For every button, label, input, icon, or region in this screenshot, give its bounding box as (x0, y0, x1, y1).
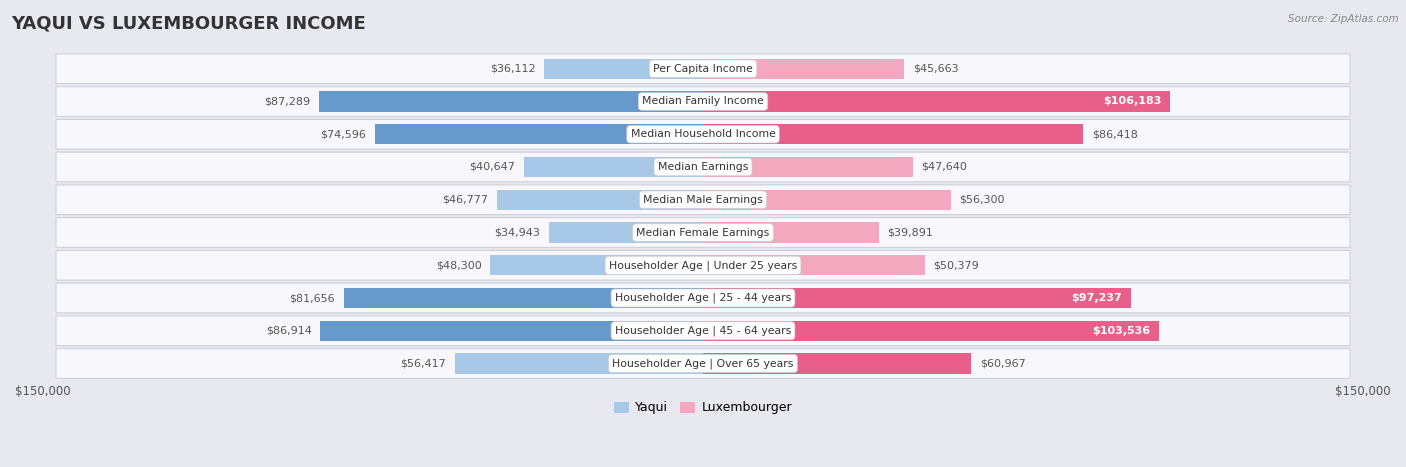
Text: $45,663: $45,663 (912, 64, 959, 74)
Bar (703, 222, 879, 243)
Text: Householder Age | Under 25 years: Householder Age | Under 25 years (609, 260, 797, 270)
Text: $97,237: $97,237 (1071, 293, 1122, 303)
Text: Householder Age | 45 - 64 years: Householder Age | 45 - 64 years (614, 325, 792, 336)
Text: Source: ZipAtlas.com: Source: ZipAtlas.com (1288, 14, 1399, 24)
Bar (524, 157, 703, 177)
Text: $106,183: $106,183 (1104, 97, 1161, 106)
Text: Householder Age | 25 - 44 years: Householder Age | 25 - 44 years (614, 293, 792, 303)
Text: $87,289: $87,289 (264, 97, 309, 106)
Bar (550, 222, 703, 243)
FancyBboxPatch shape (56, 283, 1350, 313)
Legend: Yaqui, Luxembourger: Yaqui, Luxembourger (609, 396, 797, 419)
Bar (703, 190, 950, 210)
Text: $47,640: $47,640 (921, 162, 967, 172)
Text: $74,596: $74,596 (321, 129, 366, 139)
Bar (544, 58, 703, 79)
Text: $56,417: $56,417 (401, 359, 446, 368)
Text: $56,300: $56,300 (959, 195, 1005, 205)
Text: Median Earnings: Median Earnings (658, 162, 748, 172)
Text: Median Male Earnings: Median Male Earnings (643, 195, 763, 205)
Text: $40,647: $40,647 (470, 162, 516, 172)
FancyBboxPatch shape (56, 185, 1350, 214)
Bar (454, 354, 703, 374)
FancyBboxPatch shape (56, 316, 1350, 346)
Text: $103,536: $103,536 (1092, 326, 1150, 336)
Text: Per Capita Income: Per Capita Income (652, 64, 754, 74)
Text: $60,967: $60,967 (980, 359, 1026, 368)
Bar (703, 354, 972, 374)
Bar (703, 157, 912, 177)
Text: $81,656: $81,656 (290, 293, 335, 303)
Bar (319, 92, 703, 112)
Text: $50,379: $50,379 (934, 260, 980, 270)
Bar (491, 255, 703, 276)
Bar (703, 288, 1130, 308)
FancyBboxPatch shape (56, 250, 1350, 280)
Text: YAQUI VS LUXEMBOURGER INCOME: YAQUI VS LUXEMBOURGER INCOME (11, 14, 366, 32)
Text: Householder Age | Over 65 years: Householder Age | Over 65 years (612, 358, 794, 369)
Bar (498, 190, 703, 210)
Bar (703, 321, 1159, 341)
Bar (703, 58, 904, 79)
Text: $46,777: $46,777 (443, 195, 488, 205)
Text: $34,943: $34,943 (495, 227, 540, 238)
FancyBboxPatch shape (56, 349, 1350, 378)
Text: Median Family Income: Median Family Income (643, 97, 763, 106)
Text: $48,300: $48,300 (436, 260, 482, 270)
Bar (703, 92, 1170, 112)
FancyBboxPatch shape (56, 120, 1350, 149)
FancyBboxPatch shape (56, 152, 1350, 182)
FancyBboxPatch shape (56, 218, 1350, 248)
Text: $36,112: $36,112 (489, 64, 536, 74)
Text: $86,418: $86,418 (1092, 129, 1137, 139)
Bar (321, 321, 703, 341)
FancyBboxPatch shape (56, 87, 1350, 116)
Text: Median Household Income: Median Household Income (630, 129, 776, 139)
FancyBboxPatch shape (56, 54, 1350, 84)
Text: Median Female Earnings: Median Female Earnings (637, 227, 769, 238)
Bar (374, 124, 703, 144)
Text: $39,891: $39,891 (887, 227, 934, 238)
Bar (703, 255, 925, 276)
Bar (703, 124, 1084, 144)
Bar (343, 288, 703, 308)
Text: $86,914: $86,914 (266, 326, 312, 336)
